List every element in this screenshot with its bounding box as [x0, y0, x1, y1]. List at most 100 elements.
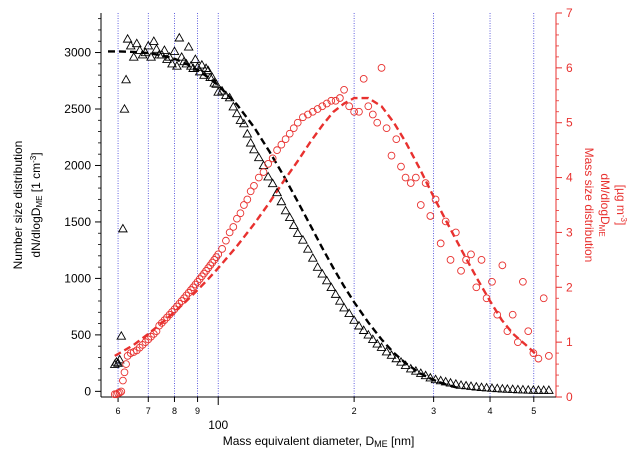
number-data-point	[156, 49, 167, 59]
number-data-point	[235, 115, 246, 124]
number-data-point	[248, 144, 259, 154]
number-data-point	[117, 223, 128, 233]
mass-data-point	[340, 85, 348, 94]
number-data-point	[148, 36, 159, 45]
y-right-title: Mass size distribution dM/dlogDME[µg m-3]	[582, 148, 628, 263]
mass-data-point	[250, 181, 258, 190]
x-minor-tick-label: 3	[431, 406, 436, 416]
x-minor-tick-label: 2	[352, 406, 357, 416]
number-data-point	[267, 178, 278, 188]
mass-data-point	[177, 297, 186, 305]
number-data-point	[466, 381, 476, 390]
number-data-point	[125, 40, 136, 50]
number-data-point	[372, 338, 383, 348]
mass-data-point	[534, 354, 543, 363]
y-right-tick-label: 3	[566, 225, 573, 239]
mass-data-point	[193, 277, 202, 286]
mass-data-point	[117, 387, 126, 396]
number-data-point	[430, 374, 441, 384]
mass-data-point	[488, 277, 496, 286]
mass-data-point	[141, 338, 150, 346]
mass-data-point	[254, 173, 263, 182]
y-right-tick-label: 4	[566, 171, 573, 185]
mass-data-point	[246, 187, 255, 196]
number-fit-curve	[108, 50, 459, 390]
mass-data-point	[233, 214, 241, 223]
number-data-point	[396, 356, 406, 366]
number-data-point	[450, 378, 461, 388]
mass-data-point	[421, 179, 430, 187]
mass-data-point	[336, 94, 344, 102]
mass-data-point	[436, 239, 445, 248]
mass-fit-curve	[114, 96, 539, 357]
number-data-point	[543, 385, 554, 394]
number-data-point	[164, 51, 175, 61]
number-data-point	[400, 360, 411, 369]
mass-data-point	[135, 343, 144, 352]
mass-data-point	[539, 294, 548, 303]
number-data-point	[292, 228, 303, 237]
mass-data-point	[229, 223, 238, 231]
mass-data-point	[431, 195, 440, 204]
number-data-point	[461, 380, 472, 390]
number-data-point	[312, 262, 323, 271]
y-right-tick-label: 5	[566, 116, 573, 130]
number-data-point	[183, 41, 194, 51]
mass-data-point	[144, 335, 153, 344]
x-minor-tick-label: 4	[488, 406, 493, 416]
mass-data-point	[508, 310, 517, 319]
number-data-point	[538, 385, 549, 394]
number-data-point	[517, 384, 528, 394]
number-data-point	[146, 51, 157, 61]
number-data-point	[456, 380, 467, 389]
number-data-point	[386, 350, 397, 359]
mass-data-point	[368, 110, 377, 119]
x-minor-tick-label: 5	[531, 406, 536, 416]
y-right-title-line2: dM/dlogDME	[597, 173, 612, 236]
number-data-point	[497, 383, 508, 393]
number-data-point	[199, 70, 209, 79]
number-data-point	[122, 33, 133, 43]
mass-data-point	[115, 388, 124, 397]
mass-data-point	[149, 330, 158, 338]
y-right-title-line1: Mass size distribution	[582, 148, 596, 263]
mass-data-point	[441, 217, 450, 226]
number-data-point	[425, 372, 436, 382]
mass-data-point	[119, 376, 127, 385]
mass-data-point	[180, 294, 188, 303]
y-left-title: Number size distribution dN/dlogDME [1 cm…	[11, 141, 44, 270]
number-data-point	[174, 32, 185, 42]
mass-data-point	[281, 135, 290, 144]
number-data-point	[140, 47, 151, 57]
y-right-tick-label: 1	[566, 335, 573, 349]
number-data-point	[192, 62, 203, 71]
number-data-point	[349, 315, 360, 324]
number-data-point	[317, 268, 328, 278]
mass-data-point	[545, 352, 553, 360]
number-data-point	[207, 72, 218, 81]
mass-data-point	[214, 250, 223, 259]
mass-data-point	[412, 173, 420, 182]
number-data-point	[161, 54, 172, 63]
mass-data-point	[472, 283, 481, 292]
number-data-point	[435, 375, 446, 385]
mass-data-point	[355, 107, 363, 116]
number-data-point	[512, 384, 523, 394]
mass-data-point	[457, 266, 465, 275]
mass-data-point	[268, 154, 277, 163]
mass-data-point	[359, 74, 368, 83]
number-data-point	[119, 103, 130, 113]
mass-data-point	[165, 310, 174, 319]
mass-data-point	[163, 313, 171, 322]
mass-data-point	[236, 209, 245, 218]
number-data-point	[185, 60, 196, 70]
mass-data-point	[529, 349, 538, 357]
number-data-point	[288, 220, 299, 229]
y-left-title-line2: dN/dlogDME [1 cm-3]	[29, 152, 44, 257]
mass-data-point	[206, 261, 215, 270]
mass-data-point	[285, 129, 294, 138]
mass-data-point	[477, 256, 486, 264]
y-right-tick-label: 2	[566, 280, 573, 294]
number-data-point	[121, 74, 132, 84]
